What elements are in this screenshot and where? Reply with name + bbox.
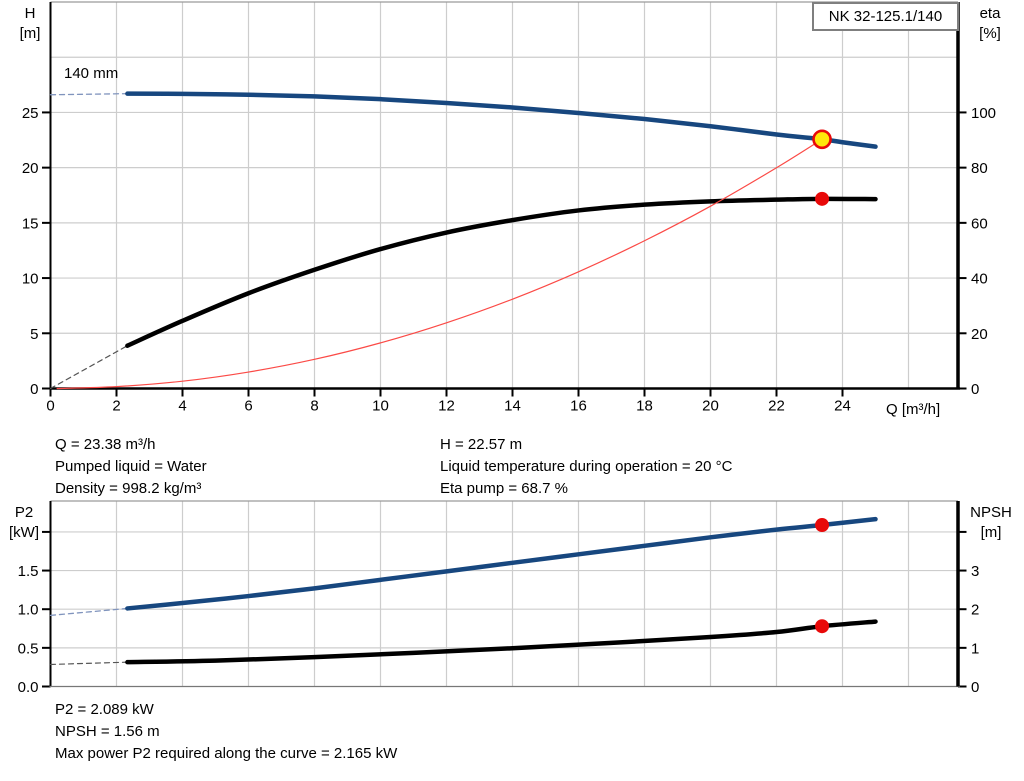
- y-right-tick-label: 2: [971, 602, 979, 619]
- y-left-tick-label: 10: [22, 271, 39, 288]
- y-left-tick-label: 1.5: [18, 563, 39, 580]
- npsh-curve: [125, 619, 878, 665]
- x-tick-label: 0: [46, 398, 54, 415]
- y-right-tick-label: 60: [971, 215, 988, 232]
- x-tick-label: 18: [636, 398, 653, 415]
- h-axis-symbol: H: [24, 5, 36, 22]
- p2-curve: [125, 516, 878, 611]
- readout-density: Density = 998.2 kg/m³: [55, 480, 202, 497]
- efficiency-curve-extension: [49, 345, 128, 390]
- y-right-tick-label: 1: [971, 640, 979, 657]
- y-left-tick-label: 1.0: [18, 602, 39, 619]
- p2-point[interactable]: [815, 518, 830, 533]
- y-left-tick-label: 0.5: [18, 640, 39, 657]
- impeller-diameter-label: 140 mm: [64, 65, 119, 82]
- y-right-tick-label: 80: [971, 160, 988, 177]
- y-right-tick-label: 100: [971, 105, 996, 122]
- readout-eta-pump: Eta pump = 68.7 %: [440, 480, 568, 497]
- x-tick-label: 12: [438, 398, 455, 415]
- npsh-curve-extension: [49, 661, 128, 666]
- readout-max-power: Max power P2 required along the curve = …: [55, 745, 398, 762]
- head-curve-extension: [49, 93, 129, 96]
- x-tick-label: 24: [834, 398, 851, 415]
- efficiency-curve: [125, 196, 878, 348]
- readout-liquid-temperature: Liquid temperature during operation = 20…: [440, 458, 733, 475]
- x-tick-label: 2: [112, 398, 120, 415]
- y-left-tick-label: 25: [22, 105, 39, 122]
- y-left-tick-label: 20: [22, 160, 39, 177]
- y-right-tick-label: 40: [971, 271, 988, 288]
- x-tick-label: 16: [570, 398, 587, 415]
- top-left-axis-title: H [m]: [12, 4, 48, 44]
- x-tick-label: 20: [702, 398, 719, 415]
- head-curve: [125, 91, 878, 149]
- efficiency-point[interactable]: [815, 191, 830, 206]
- p2-curve-extension: [49, 607, 129, 617]
- y-left-tick-label: 15: [22, 215, 39, 232]
- x-tick-label: 10: [372, 398, 389, 415]
- y-right-tick-label: 3: [971, 563, 979, 580]
- x-axis-title: Q [m³/h]: [886, 401, 941, 418]
- x-tick-label: 4: [178, 398, 186, 415]
- npsh-point[interactable]: [815, 619, 830, 634]
- y-right-tick-label: 0: [971, 381, 979, 398]
- pump-model-box: NK 32-125.1/140: [812, 2, 959, 31]
- bottom-left-axis-title: P2 [kW]: [2, 503, 46, 543]
- bottom-right-axis-title: NPSH [m]: [962, 503, 1020, 543]
- p2-axis-symbol: P2: [14, 504, 34, 521]
- y-right-tick-label: 20: [971, 326, 988, 343]
- y-left-tick-label: 0.0: [18, 679, 39, 696]
- y-right-tick-label: 0: [971, 679, 979, 696]
- duty-point[interactable]: [812, 129, 832, 150]
- npsh-axis-symbol: NPSH: [970, 504, 1012, 521]
- top-right-axis-title: eta [%]: [966, 4, 1014, 44]
- top-readouts-right: H = 22.57 m Liquid temperature during op…: [440, 434, 732, 500]
- y-left-tick-label: 0: [30, 381, 38, 398]
- system-curve: [56, 138, 823, 390]
- readout-p2: P2 = 2.089 kW: [55, 701, 154, 718]
- npsh-axis-unit: [m]: [980, 524, 1002, 541]
- p2-axis-unit: [kW]: [9, 524, 39, 541]
- x-tick-label: 14: [504, 398, 521, 415]
- eta-axis-unit: [%]: [979, 25, 1001, 42]
- bottom-readouts: P2 = 2.089 kW NPSH = 1.56 m Max power P2…: [55, 699, 397, 765]
- top-readouts-left: Q = 23.38 m³/h Pumped liquid = Water Den…: [55, 434, 207, 500]
- x-tick-label: 22: [768, 398, 785, 415]
- h-axis-unit: [m]: [19, 25, 41, 42]
- y-left-tick-label: 5: [30, 326, 38, 343]
- x-tick-label: 6: [244, 398, 252, 415]
- readout-pumped-liquid: Pumped liquid = Water: [55, 458, 207, 475]
- readout-flow: Q = 23.38 m³/h: [55, 436, 156, 453]
- readout-npsh: NPSH = 1.56 m: [55, 723, 160, 740]
- readout-head: H = 22.57 m: [440, 436, 523, 453]
- eta-axis-symbol: eta: [979, 5, 1001, 22]
- x-tick-label: 8: [310, 398, 318, 415]
